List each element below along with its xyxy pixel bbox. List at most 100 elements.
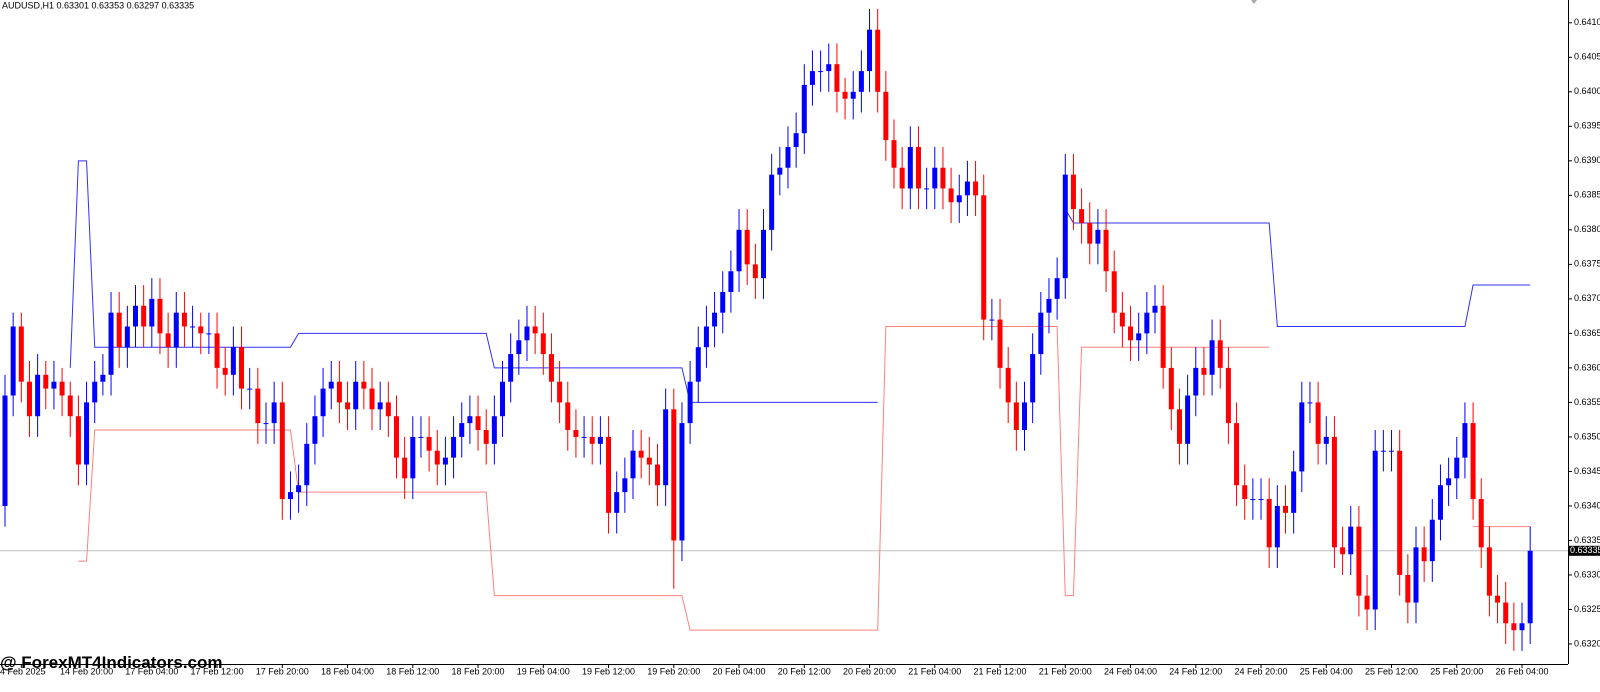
candle-body xyxy=(1527,550,1533,624)
candle-body xyxy=(1331,436,1337,548)
candle-body xyxy=(222,367,228,375)
x-tick-label: 4 Feb 2025 xyxy=(0,666,46,676)
candle-body xyxy=(1005,367,1011,403)
candle-body xyxy=(508,354,514,382)
candle-body xyxy=(1364,595,1370,610)
x-tick-label: 20 Feb 12:00 xyxy=(778,666,831,676)
shift-marker xyxy=(1251,0,1257,4)
candle-body xyxy=(924,188,930,190)
candle-body xyxy=(1234,423,1240,486)
candle-body xyxy=(850,91,856,99)
candle-body xyxy=(695,347,701,382)
candle-body xyxy=(1054,278,1060,299)
current-price-label: 0.63335 xyxy=(1570,545,1600,555)
candle-body xyxy=(67,395,73,417)
x-tick-label: 24 Feb 12:00 xyxy=(1169,666,1222,676)
candle-body xyxy=(451,436,457,458)
candle-body xyxy=(1022,402,1027,431)
candle-body xyxy=(132,305,138,327)
candle-body xyxy=(581,436,587,438)
candle-body xyxy=(1258,499,1264,501)
candle-body xyxy=(385,402,391,417)
candle-body xyxy=(377,402,383,410)
candle-body xyxy=(524,326,530,341)
y-tick-label: 0.64100 xyxy=(1574,17,1600,27)
candle-body xyxy=(149,298,155,327)
candle-body xyxy=(1511,623,1517,631)
x-tick-label: 19 Feb 12:00 xyxy=(582,666,635,676)
candle-body xyxy=(940,167,946,189)
x-tick-label: 18 Feb 04:00 xyxy=(321,666,374,676)
candle-body xyxy=(1437,485,1443,520)
candle-body xyxy=(1250,499,1256,501)
x-tick-label: 18 Feb 12:00 xyxy=(386,666,439,676)
watermark: @ ForexMT4Indicators.com xyxy=(0,653,223,672)
candle-body xyxy=(475,416,481,431)
candle-body xyxy=(1185,395,1191,444)
candle-body xyxy=(1454,457,1460,479)
candle-body xyxy=(92,381,98,403)
candle-body xyxy=(402,457,408,479)
band-line xyxy=(69,160,878,403)
candle-body xyxy=(43,374,49,389)
candle-body xyxy=(948,188,954,203)
band-line xyxy=(1064,208,1531,327)
candle-body xyxy=(1136,333,1142,341)
candle-body xyxy=(654,464,660,486)
candle-body xyxy=(875,29,881,92)
candle-body xyxy=(124,326,130,348)
candle-body xyxy=(997,319,1003,368)
candle-body xyxy=(1217,340,1223,368)
x-tick-label: 24 Feb 04:00 xyxy=(1104,666,1157,676)
candle-body xyxy=(10,326,16,396)
candle-body xyxy=(393,416,399,458)
candle-body xyxy=(1062,174,1068,279)
candle-body xyxy=(214,333,220,368)
candle-body xyxy=(1282,505,1288,513)
candle-body xyxy=(964,181,970,196)
candle-body xyxy=(801,84,807,134)
candle-body xyxy=(190,326,196,328)
candle-body xyxy=(989,319,995,321)
candle-body xyxy=(173,312,179,348)
candle-body xyxy=(1470,423,1476,500)
candle-body xyxy=(858,71,864,92)
candle-body xyxy=(1070,174,1076,210)
candle-body xyxy=(728,271,734,292)
candle-body xyxy=(597,436,603,444)
candle-body xyxy=(1087,222,1093,244)
candle-body xyxy=(1429,519,1435,562)
candle-body xyxy=(589,436,595,444)
plot xyxy=(0,8,1568,651)
candle-body xyxy=(328,381,334,389)
candle-body xyxy=(1340,547,1346,555)
candle-body xyxy=(84,402,90,465)
candle-body xyxy=(606,436,612,513)
x-tick-label: 21 Feb 12:00 xyxy=(974,666,1027,676)
candle-body xyxy=(834,64,840,92)
candle-body xyxy=(981,195,987,320)
candle-body xyxy=(263,423,269,425)
candle-body xyxy=(418,436,424,438)
candle-body xyxy=(2,395,8,506)
candle-body xyxy=(1095,229,1101,244)
candle-body xyxy=(1152,305,1158,313)
x-tick-label: 21 Feb 20:00 xyxy=(1039,666,1092,676)
candle-body xyxy=(1462,423,1468,458)
candle-body xyxy=(165,333,171,348)
candle-body xyxy=(1372,450,1378,610)
candle-body xyxy=(206,333,212,335)
candle-body xyxy=(532,326,538,334)
